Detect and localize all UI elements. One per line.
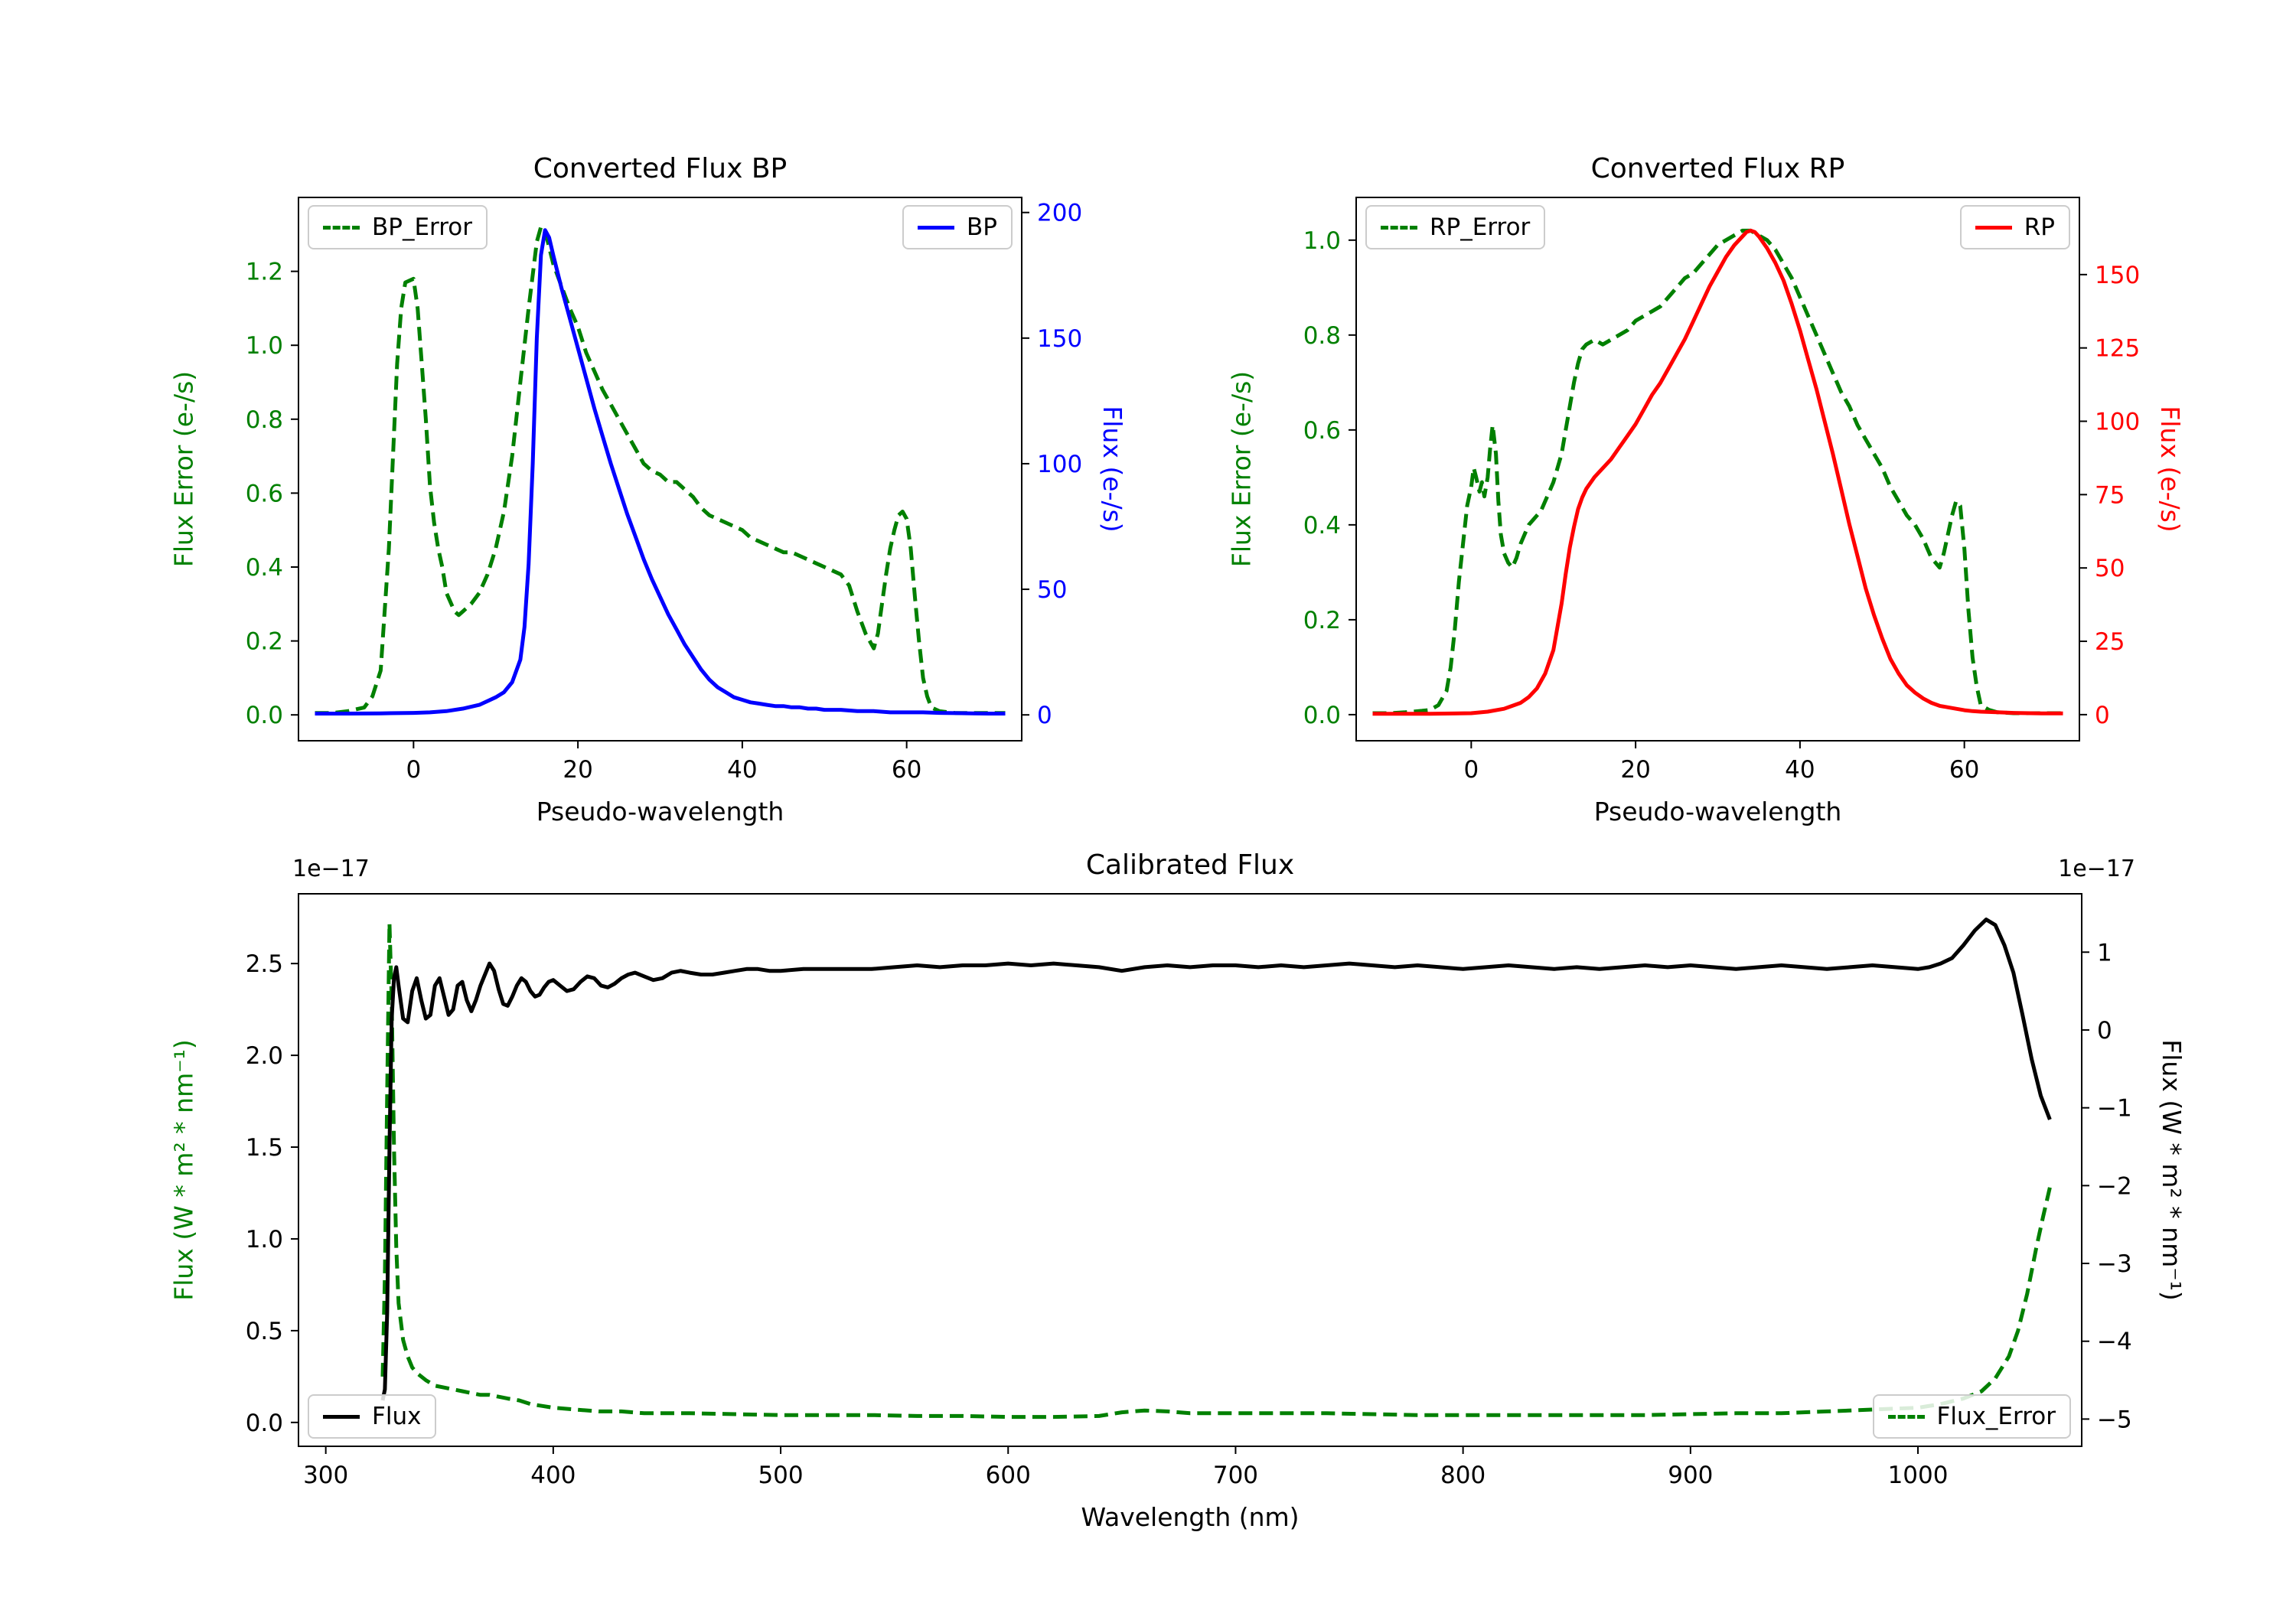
y-tick-label-left: 1.2 [246,259,283,286]
x-axis-label: Pseudo-wavelength [536,797,784,826]
y-tick-label-left: 1.0 [246,332,283,360]
y-tick-label-left: 0.8 [246,406,283,434]
plot-canvas: 0 20 40 60 0.0 0.2 0.4 0.6 0.8 1.0 0 25 50 75 100 125 15… [1303,197,2140,784]
y-tick-label-right: 0 [1037,702,1052,729]
y-tick-label-left: 1.0 [1303,227,1341,255]
y-tick-label-left: 1.0 [246,1226,283,1253]
axis-offset-left: 1e−17 [292,856,370,882]
plot-canvas: 300 400 500 600 700 800 900 1000 0.0 0.5 1.0 1.5 2.0… [246,893,2132,1489]
y-tick-label-left: 2.5 [246,950,283,978]
y-axis-label-right: Flux (e-/s) [2154,406,2185,533]
legend-BP_Error: BP_Error [308,205,488,249]
legend-line-sample [1975,225,2012,230]
series-BP_Error [315,225,1006,715]
y-tick-label-left: 0.4 [246,554,283,582]
legend-RP: RP [1959,205,2070,249]
legend-label: RP_Error [1430,214,1531,241]
y-tick-label-left: 0.5 [246,1318,283,1345]
y-tick-label-right: 1 [2097,939,2112,966]
y-tick-label-left: 0.6 [246,480,283,507]
x-tick-label: 0 [1463,756,1479,784]
y-tick-label-left: 0.0 [1303,702,1341,729]
y-tick-label-left: 0.0 [246,1410,283,1437]
legend-BP: BP [902,205,1013,249]
y-tick-label-right: 200 [1037,200,1082,227]
y-tick-label-right: 100 [2095,409,2140,436]
x-tick-label: 60 [892,756,921,784]
legend-line-sample [1887,1414,1925,1419]
y-axis-label-right: Flux (W * m² * nm⁻¹) [2157,1039,2187,1301]
y-tick-label-right: 25 [2095,628,2125,656]
axes-converted-flux-rp: Converted Flux RP Pseudo-wavelength Flux… [1227,153,2185,826]
legend-label: Flux [372,1403,422,1430]
x-tick-label: 40 [1785,756,1815,784]
y-tick-label-right: 75 [2095,481,2125,509]
y-tick-label-right: 125 [2095,335,2140,363]
y-tick-label-right: 0 [2097,1017,2112,1045]
chart-title: Converted Flux BP [533,153,788,184]
chart-title: Calibrated Flux [1085,849,1295,881]
y-tick-label-left: 2.0 [246,1042,283,1070]
series-RP_Error [1372,228,2063,715]
x-tick-label: 600 [986,1462,1031,1489]
y-tick-label-right: −2 [2097,1172,2132,1200]
axes-converted-flux-bp: Converted Flux BP Pseudo-wavelength Flux… [169,153,1127,826]
x-tick-label: 20 [563,756,592,784]
legend-line-sample [1381,225,1417,230]
x-tick-label: 700 [1213,1462,1258,1489]
y-tick-label-left: 0.4 [1303,512,1341,539]
y-axis-label-left: Flux Error (e-/s) [168,370,199,568]
y-tick-label-right: 50 [1037,576,1067,604]
y-tick-label-left: 0.0 [246,702,283,729]
series-RP [1372,228,2063,716]
y-tick-label-left: 0.6 [1303,417,1341,445]
legend-label: Flux_Error [1936,1403,2056,1430]
legend-line-sample [918,225,955,230]
series-Flux [380,918,2052,1401]
y-tick-label-right: 150 [2095,262,2140,289]
x-tick-label: 500 [758,1462,803,1489]
y-tick-label-right: 100 [1037,451,1082,478]
chart-title: Converted Flux RP [1590,153,1845,184]
plot-canvas: 0 20 40 60 0.0 0.2 0.4 0.6 0.8 1.0 1.2 0 50 100 150 200 [246,197,1082,784]
x-tick-label: 0 [406,756,421,784]
y-axis-label-left: Flux (W * m² * nm⁻¹) [168,1039,199,1301]
y-tick-label-right: 0 [2095,702,2110,729]
x-tick-label: 1000 [1888,1462,1949,1489]
x-tick-label: 20 [1620,756,1650,784]
y-axis-label-left: Flux Error (e-/s) [1226,370,1257,568]
axis-offset-right: 1e−17 [2058,856,2135,882]
legend-label: BP [967,214,997,241]
y-tick-label-left: 0.2 [1303,607,1341,634]
y-tick-label-left: 1.5 [246,1134,283,1162]
y-tick-label-right: −3 [2097,1250,2132,1278]
x-tick-label: 400 [530,1462,576,1489]
legend-Flux: Flux [308,1394,437,1439]
legend-RP_Error: RP_Error [1365,205,1546,249]
series-BP [315,228,1006,715]
x-tick-label: 900 [1668,1462,1713,1489]
x-axis-label: Wavelength (nm) [1081,1502,1300,1532]
legend-label: RP [2024,214,2055,241]
y-tick-label-right: −5 [2097,1406,2132,1433]
legend-line-sample [323,1414,360,1419]
x-tick-label: 800 [1440,1462,1486,1489]
y-tick-label-left: 0.8 [1303,322,1341,350]
x-tick-label: 40 [727,756,757,784]
axes-calibrated-flux: Calibrated Flux Wavelength (nm) Flux (W … [169,849,2187,1532]
legend-label: BP_Error [372,214,473,241]
legend-Flux_Error: Flux_Error [1872,1394,2071,1439]
legend-line-sample [323,225,360,230]
y-tick-label-right: −4 [2097,1328,2132,1356]
series-Flux_Error [380,921,2052,1420]
y-tick-label-right: 50 [2095,555,2125,582]
y-tick-label-right: 150 [1037,325,1082,353]
x-tick-label: 60 [1949,756,1979,784]
y-tick-label-left: 0.2 [246,628,283,656]
y-tick-label-right: −1 [2097,1095,2132,1123]
x-axis-label: Pseudo-wavelength [1593,797,1842,826]
x-tick-label: 300 [303,1462,348,1489]
y-axis-label-right: Flux (e-/s) [1097,406,1127,533]
